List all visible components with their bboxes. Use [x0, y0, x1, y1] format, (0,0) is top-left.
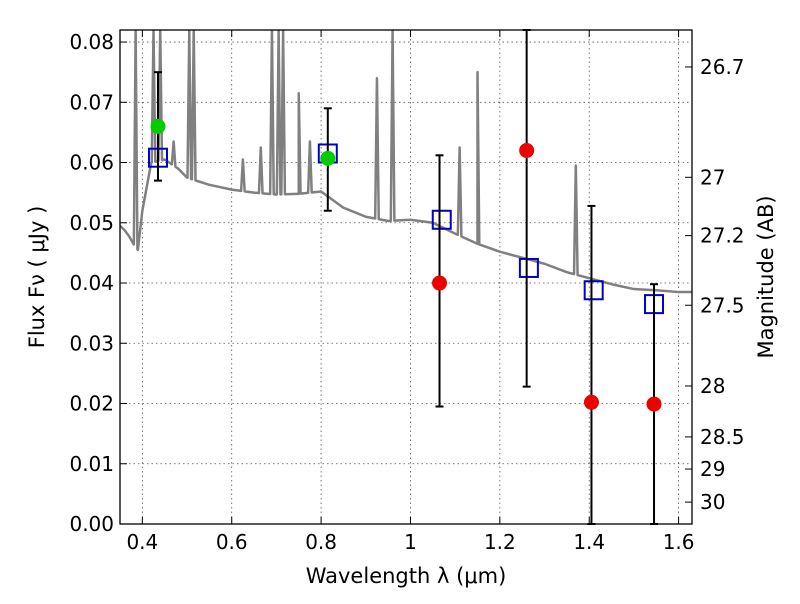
x-tick-label: 0.8	[305, 530, 337, 554]
x-axis-label: Wavelength λ (μm)	[306, 564, 507, 588]
detection-point	[320, 150, 336, 166]
magnitude-tick-label: 27.2	[700, 224, 745, 248]
x-tick-label: 1.4	[573, 530, 605, 554]
magnitude-tick-label: 26.7	[700, 55, 745, 79]
y-tick-label: 0.08	[69, 30, 114, 54]
ticks-layer: 0.4 0.6 0.8 1 1.2 1.4 1.6 0.00 0.01 0.02 0.03 0.04 0…	[69, 30, 745, 554]
magnitude-tick-label: 28	[700, 374, 725, 398]
upper-limit-point	[432, 275, 448, 291]
y-tick-label: 0.02	[69, 392, 114, 416]
magnitude-tick-label: 27	[700, 165, 725, 189]
x-tick-label: 0.6	[216, 530, 248, 554]
upper-limit-point	[583, 394, 599, 410]
x-tick-label: 1	[404, 530, 417, 554]
grid-layer	[120, 30, 692, 525]
magnitude-tick-label: 27.5	[700, 293, 745, 317]
x-tick-label: 1.2	[484, 530, 516, 554]
sed-layer	[120, 30, 692, 294]
x-tick-label: 0.4	[126, 530, 158, 554]
upper-limit-point	[646, 396, 662, 412]
model-point	[431, 209, 452, 230]
y-tick-label: 0.00	[69, 512, 114, 536]
y-tick-label: 0.07	[69, 90, 114, 114]
model-point	[583, 280, 604, 301]
magnitude-tick-label: 29	[700, 457, 725, 481]
y-tick-label: 0.01	[69, 452, 114, 476]
points-layer	[147, 29, 665, 525]
magnitude-tick-label: 28.5	[700, 425, 745, 449]
y-tick-label: 0.03	[69, 331, 114, 355]
magnitude-tick-label: 30	[700, 490, 725, 514]
x-tick-label: 1.6	[663, 530, 695, 554]
upper-limit-point	[519, 142, 535, 158]
y-axis-label: Flux Fν ( μJy )	[25, 206, 49, 349]
y-tick-label: 0.05	[69, 211, 114, 235]
y-tick-label: 0.04	[69, 271, 114, 295]
detection-point	[150, 118, 166, 134]
model-point	[518, 257, 539, 278]
magnitude-axis-label: Magnitude (AB)	[754, 195, 778, 358]
sed-template-line	[120, 30, 692, 294]
plot-frame	[119, 29, 693, 525]
y-tick-label: 0.06	[69, 151, 114, 175]
